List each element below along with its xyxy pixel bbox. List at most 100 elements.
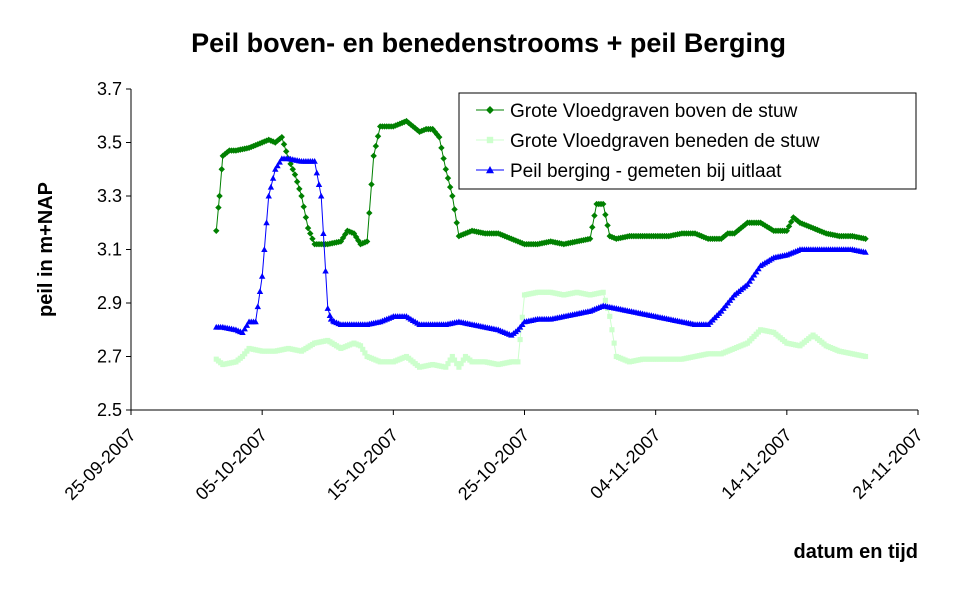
data-point bbox=[755, 265, 762, 272]
data-point bbox=[283, 148, 290, 155]
data-point bbox=[790, 214, 797, 221]
data-point bbox=[746, 277, 753, 284]
data-point bbox=[239, 329, 246, 335]
data-point bbox=[372, 142, 380, 150]
data-point bbox=[274, 162, 281, 169]
y-tick-label: 3.7 bbox=[97, 79, 122, 99]
data-point bbox=[317, 192, 325, 199]
data-point bbox=[213, 227, 220, 234]
data-point bbox=[753, 268, 760, 275]
data-point bbox=[445, 361, 451, 367]
data-point bbox=[374, 133, 382, 140]
data-point bbox=[609, 327, 615, 333]
data-point bbox=[768, 226, 775, 233]
legend-item: Grote Vloedgraven beneden de stuw bbox=[476, 131, 820, 152]
data-point bbox=[446, 183, 454, 191]
data-point bbox=[360, 346, 366, 352]
data-point bbox=[600, 289, 606, 295]
legend-label: Grote Vloedgraven beneden de stuw bbox=[510, 131, 820, 152]
data-point bbox=[258, 273, 266, 279]
data-point bbox=[429, 125, 436, 133]
data-point bbox=[436, 133, 443, 141]
data-point bbox=[438, 144, 445, 152]
legend: Grote Vloedgraven boven de stuw Grote Vlo… bbox=[458, 92, 917, 190]
series-1 bbox=[213, 117, 869, 248]
x-tick-label: 15-10-2007 bbox=[323, 425, 402, 504]
data-point bbox=[444, 174, 452, 182]
data-point bbox=[739, 223, 747, 230]
data-point bbox=[216, 192, 223, 200]
data-point bbox=[602, 211, 609, 218]
data-point bbox=[309, 235, 316, 242]
data-point bbox=[607, 313, 613, 319]
y-tick-label: 3.5 bbox=[97, 133, 122, 153]
data-point bbox=[326, 312, 334, 319]
data-point bbox=[862, 353, 869, 360]
legend-label: Peil berging - gemeten bij uitlaat bbox=[510, 161, 782, 182]
data-point bbox=[456, 364, 462, 370]
data-point bbox=[272, 139, 279, 146]
data-point bbox=[720, 233, 727, 241]
data-point bbox=[862, 248, 869, 255]
data-point bbox=[486, 166, 494, 174]
data-point bbox=[440, 155, 447, 162]
x-tick-label: 24-11-2007 bbox=[849, 425, 927, 503]
data-point bbox=[453, 219, 460, 226]
data-point bbox=[750, 271, 758, 278]
data-point bbox=[744, 281, 751, 287]
y-axis-ticks: 2.5 2.7 2.9 3.1 3.3 3.5 3.7 bbox=[97, 79, 131, 420]
data-point bbox=[304, 224, 312, 232]
legend-box bbox=[458, 92, 917, 190]
data-point bbox=[370, 152, 377, 160]
data-point bbox=[517, 336, 523, 343]
data-point bbox=[414, 126, 421, 134]
data-point bbox=[783, 227, 791, 234]
data-point bbox=[269, 174, 277, 181]
x-axis-title: datum en tijd bbox=[794, 541, 918, 563]
data-point bbox=[311, 158, 318, 164]
x-tick-label: 05-10-2007 bbox=[192, 425, 271, 504]
data-point bbox=[591, 212, 598, 219]
data-point bbox=[443, 364, 449, 370]
y-tick-label: 2.5 bbox=[97, 400, 122, 420]
data-point bbox=[600, 200, 607, 208]
data-point bbox=[254, 303, 261, 310]
data-point bbox=[442, 166, 449, 173]
data-point bbox=[486, 136, 494, 144]
data-point bbox=[322, 267, 329, 274]
legend-item: Grote Vloedgraven boven de stuw bbox=[476, 101, 798, 122]
data-point bbox=[280, 141, 288, 148]
data-point bbox=[611, 340, 617, 346]
data-point bbox=[792, 215, 799, 223]
data-point bbox=[291, 171, 299, 178]
data-point bbox=[300, 203, 307, 210]
data-point bbox=[602, 297, 608, 303]
data-point bbox=[362, 350, 368, 356]
data-point bbox=[366, 209, 373, 217]
data-point bbox=[748, 274, 756, 281]
data-point bbox=[263, 219, 270, 226]
x-tick-label: 25-10-2007 bbox=[454, 425, 533, 504]
legend-item: Peil berging - gemeten bij uitlaat bbox=[476, 161, 782, 182]
data-point bbox=[265, 192, 272, 199]
data-point bbox=[357, 343, 364, 349]
data-point bbox=[276, 158, 283, 165]
data-point bbox=[862, 235, 869, 242]
data-point bbox=[785, 223, 793, 230]
data-point bbox=[289, 166, 296, 173]
data-point bbox=[313, 169, 321, 176]
data-point bbox=[293, 178, 301, 185]
data-point bbox=[733, 228, 740, 235]
series-layer bbox=[213, 117, 869, 370]
y-tick-label: 3.3 bbox=[97, 186, 122, 206]
data-point bbox=[731, 230, 738, 237]
data-point bbox=[451, 357, 458, 363]
data-point bbox=[757, 219, 764, 226]
data-point bbox=[352, 233, 360, 241]
data-point bbox=[519, 314, 525, 320]
y-axis-title: peil in m+NAP bbox=[35, 182, 57, 317]
data-point bbox=[449, 192, 456, 200]
data-point bbox=[368, 181, 375, 188]
data-point bbox=[454, 361, 460, 367]
